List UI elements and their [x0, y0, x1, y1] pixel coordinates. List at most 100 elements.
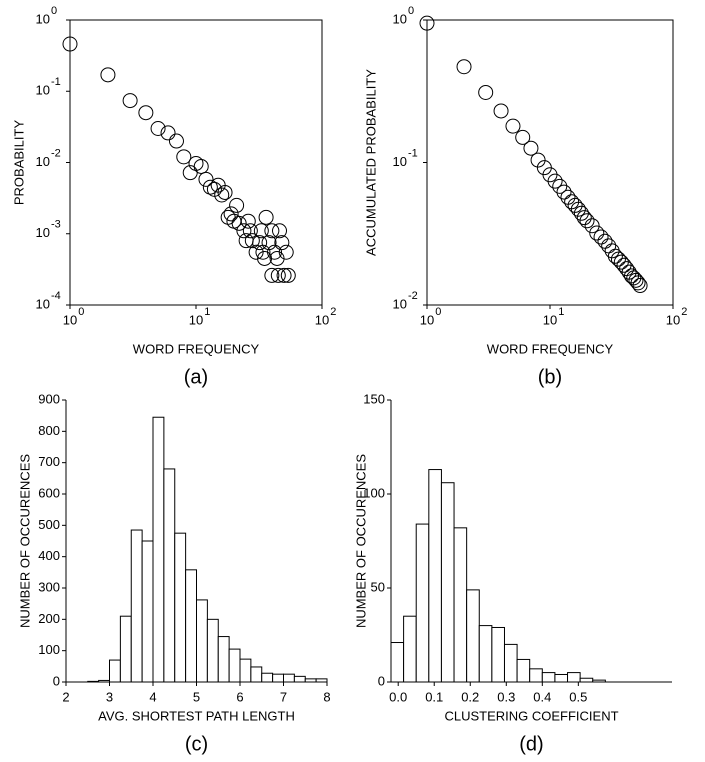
- x-tick-label: 0.2: [461, 689, 479, 704]
- y-tick-label: 500: [38, 517, 60, 532]
- point: [223, 206, 239, 222]
- y-tick-exponent: -1: [51, 76, 61, 88]
- caption: (a): [184, 366, 208, 388]
- x-axis-label: WORD FREQUENCY: [487, 341, 614, 356]
- point: [193, 158, 209, 174]
- y-tick-label: 10: [393, 154, 407, 169]
- bar: [228, 648, 241, 683]
- x-tick-exponent: 0: [78, 306, 84, 318]
- bar: [304, 678, 317, 683]
- point: [252, 235, 268, 251]
- point: [573, 205, 589, 221]
- point: [248, 244, 264, 260]
- point: [628, 272, 644, 288]
- bar: [579, 677, 594, 683]
- x-tick-label: 0.5: [569, 689, 587, 704]
- x-tick-label: 6: [236, 689, 243, 704]
- x-axis-label: WORD FREQUENCY: [133, 341, 260, 356]
- point: [567, 197, 583, 213]
- point: [236, 223, 252, 239]
- point: [493, 103, 509, 119]
- bar: [478, 625, 493, 683]
- bar: [174, 532, 187, 683]
- bar: [163, 468, 176, 683]
- x-tick-label: 3: [106, 689, 113, 704]
- y-axis-label: NUMBER OF OCCURENCES: [17, 454, 32, 628]
- point: [264, 223, 280, 239]
- point: [276, 267, 292, 283]
- y-tick-label: 50: [371, 579, 385, 594]
- bar: [315, 678, 328, 683]
- point: [168, 133, 184, 149]
- y-tick-label: 600: [38, 485, 60, 500]
- bar: [554, 673, 569, 683]
- point: [579, 213, 595, 229]
- y-axis-label: PROBABILITY: [11, 120, 26, 206]
- point: [274, 235, 290, 251]
- point: [242, 223, 258, 239]
- point: [456, 59, 472, 75]
- point: [176, 149, 192, 165]
- bar: [592, 679, 606, 683]
- point: [523, 140, 539, 156]
- point: [607, 248, 623, 264]
- y-tick-label: 400: [38, 548, 60, 563]
- x-tick-label: 7: [280, 689, 287, 704]
- x-tick-exponent: 2: [681, 306, 687, 318]
- point: [229, 197, 245, 213]
- bar: [567, 672, 581, 683]
- point: [160, 125, 176, 141]
- point: [593, 229, 609, 245]
- y-tick-label: 700: [38, 454, 60, 469]
- x-axis-label: AVG. SHORTEST PATH LENGTH: [98, 708, 295, 723]
- point: [576, 210, 592, 226]
- point: [419, 15, 435, 31]
- x-tick-label: 0.4: [533, 689, 551, 704]
- point: [505, 118, 521, 134]
- y-axis-label: NUMBER OF OCCURENCES: [353, 454, 368, 628]
- bar: [239, 658, 252, 683]
- x-axis-label: CLUSTERING COEFFICIENT: [444, 708, 618, 723]
- x-tick-exponent: 1: [558, 306, 564, 318]
- point: [62, 36, 78, 52]
- bar: [293, 675, 306, 683]
- point: [552, 178, 568, 194]
- bar: [503, 643, 518, 683]
- bar: [403, 615, 417, 683]
- point: [597, 233, 613, 249]
- point: [589, 225, 605, 241]
- y-tick-label: 100: [38, 642, 60, 657]
- bar: [152, 416, 165, 683]
- bar: [440, 482, 455, 683]
- x-tick-label: 5: [193, 689, 200, 704]
- point: [198, 171, 214, 187]
- bar: [466, 589, 480, 683]
- caption: (b): [538, 366, 562, 388]
- x-tick-exponent: 1: [204, 306, 210, 318]
- point: [478, 84, 494, 100]
- point: [556, 184, 572, 200]
- x-tick-label: 10: [63, 312, 77, 327]
- point: [530, 152, 546, 168]
- x-tick-label: 10: [666, 312, 680, 327]
- y-tick-exponent: -1: [408, 147, 418, 159]
- point: [231, 215, 247, 231]
- bar: [141, 540, 154, 683]
- y-tick-label: 900: [38, 391, 60, 406]
- plot-frame: [426, 19, 674, 306]
- bar: [119, 615, 132, 683]
- point: [630, 275, 646, 291]
- y-tick-label: 200: [38, 611, 60, 626]
- bar: [516, 658, 531, 683]
- point: [100, 67, 116, 83]
- point: [214, 187, 230, 203]
- y-tick-label: 10: [393, 296, 407, 311]
- caption: (d): [519, 733, 543, 755]
- point: [150, 121, 166, 137]
- y-tick-exponent: 0: [408, 5, 414, 17]
- bar: [390, 642, 405, 683]
- point: [261, 235, 277, 251]
- point: [122, 93, 138, 109]
- y-tick-exponent: -2: [408, 290, 418, 302]
- point: [240, 213, 256, 229]
